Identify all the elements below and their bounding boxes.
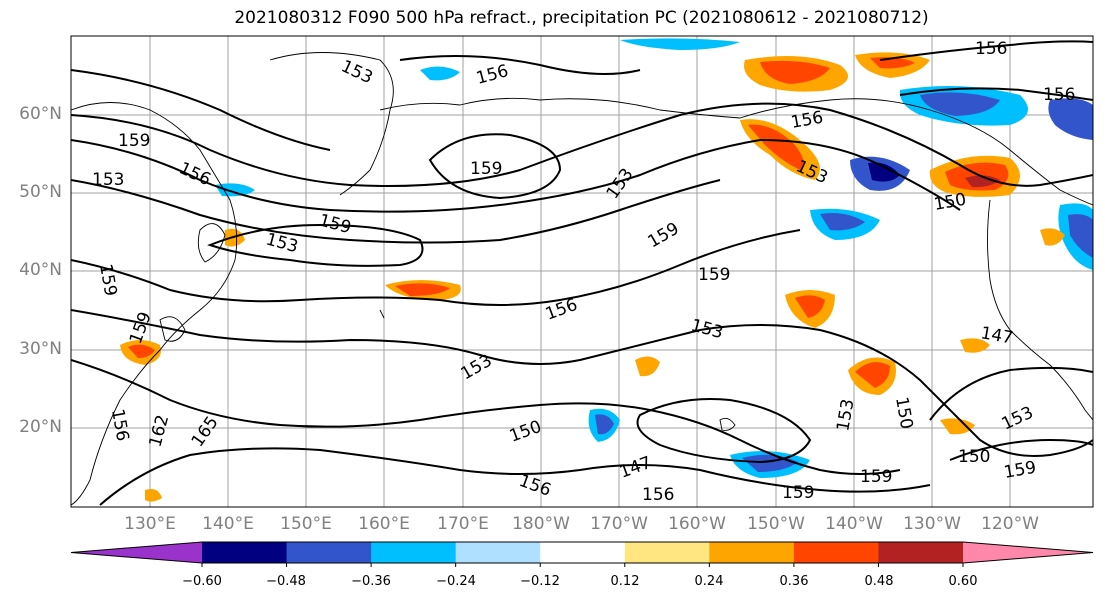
map-frame [70,35,1094,508]
lat-label: 50°N [19,182,62,202]
contours [71,40,1093,506]
colorbar-tick-label: −0.48 [266,574,306,589]
contour-label: 159 [782,483,814,503]
lon-label: 170°W [590,514,648,534]
contour-label: 156 [642,485,674,505]
colorbar-segment [202,542,288,563]
colorbar-tick-label: −0.24 [436,574,476,589]
lon-label: 150°W [747,514,805,534]
colorbar-tick-label: −0.12 [520,574,560,589]
colorbar-segment [540,542,626,563]
colorbar-tick-label: 0.24 [694,574,724,589]
colorbar-tick-label: 0.12 [610,574,640,589]
contour-label: 150 [958,447,990,467]
colorbar-tick-label: 0.60 [948,574,978,589]
colorbar-segment [286,542,372,563]
lat-label: 40°N [19,260,62,280]
colorbar-segment [71,542,202,563]
colorbar [70,541,1094,567]
colorbar-tick-label: −0.60 [182,574,222,589]
lon-label: 150°E [280,514,332,534]
map-title: 2021080312 F090 500 hPa refract., precip… [234,8,929,28]
colorbar-tick-label: −0.36 [351,574,391,589]
colorbar-segment [455,542,541,563]
lon-label: 140°E [202,514,254,534]
contour-label: 156 [975,39,1007,59]
colorbar-segment [709,542,795,563]
colorbar-segment [793,542,879,563]
lat-label: 60°N [19,104,62,124]
colorbar-tick-label: 0.36 [779,574,809,589]
lon-label: 130°W [903,514,961,534]
contour-label: 159 [470,159,502,179]
lon-label: 160°E [358,514,410,534]
contour-label: 159 [698,265,730,285]
contour-label: 159 [860,467,892,487]
colorbar-segment [371,542,457,563]
lon-label: 120°W [981,514,1039,534]
coastlines [71,52,1093,506]
colorbar-segment [963,542,1093,563]
colorbar-tick-label: 0.48 [864,574,894,589]
lon-label: 170°E [437,514,489,534]
contour-label: 156 [1043,85,1075,105]
lat-label: 30°N [19,339,62,359]
contour-label: 159 [118,131,150,151]
lon-label: 140°W [825,514,883,534]
colorbar-segment [878,542,964,563]
precip-shading [120,38,1093,502]
lon-label: 160°W [668,514,726,534]
lon-label: 130°E [124,514,176,534]
contour-label: 153 [92,170,124,190]
lat-label: 20°N [19,417,62,437]
colorbar-segment [624,542,710,563]
lon-label: 180°W [512,514,570,534]
